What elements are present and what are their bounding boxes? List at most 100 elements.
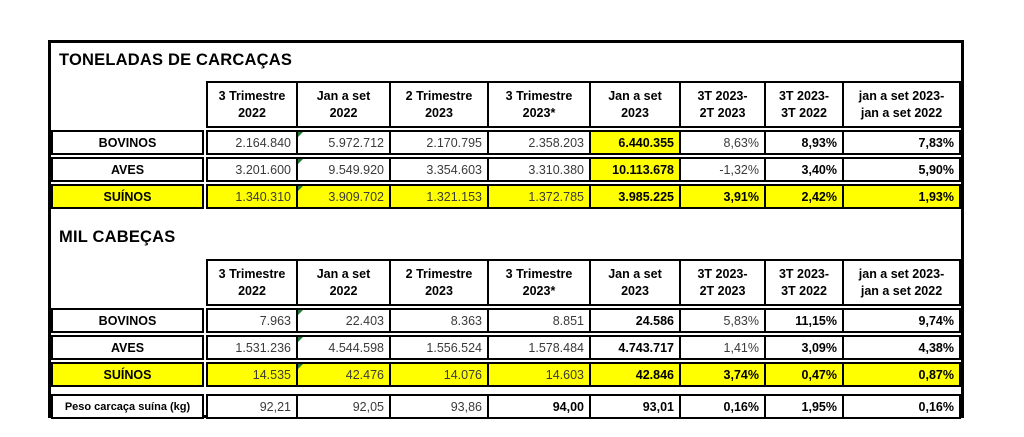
data-cell: 2.164.840	[208, 132, 298, 153]
column-header-line1: 2 Trimestre	[405, 88, 473, 103]
data-cell: 4.743.717	[591, 337, 681, 358]
column-header-row: 3 Trimestre 2022 Jan a set 2022 2 Trimestre 2…	[51, 259, 961, 306]
row-cells: 14.535 42.476 14.076 14.603 42.846 3,74% 0,47%…	[206, 362, 961, 387]
column-header: 3T 2023- 2T 2023	[681, 83, 766, 126]
column-header-line2: 2023*	[522, 283, 556, 298]
column-header: 3T 2023- 3T 2022	[766, 83, 844, 126]
data-cell: 3,09%	[766, 337, 844, 358]
cell-value: 2,42%	[801, 189, 837, 204]
column-header-line2: 2022	[238, 105, 266, 120]
column-header-box: 3 Trimestre 2022 Jan a set 2022 2 Trimestre 2…	[206, 259, 961, 306]
column-header-line1: jan a set 2023-	[858, 266, 945, 281]
data-cell: 9,74%	[844, 310, 959, 331]
data-cell: 1,95%	[766, 396, 844, 417]
row-label: SUÍNOS	[51, 362, 204, 387]
cell-value: 0,16%	[918, 399, 954, 414]
column-header-line2: 2023	[621, 283, 649, 298]
cell-value: 0,47%	[801, 367, 837, 382]
row-label: SUÍNOS	[51, 184, 204, 209]
column-header-box: 3 Trimestre 2022 Jan a set 2022 2 Trimestre 2…	[206, 81, 961, 128]
cell-value: 4.743.717	[618, 340, 674, 355]
column-header-line1: 3T 2023-	[778, 266, 830, 281]
data-cell: 5,83%	[681, 310, 766, 331]
data-cell: 92,21	[208, 396, 298, 417]
data-cell: 4.544.598	[298, 337, 391, 358]
formula-flag-icon	[298, 186, 303, 191]
data-cell: 93,86	[391, 396, 489, 417]
cell-value: 2.358.203	[528, 135, 584, 150]
cell-value: 3.310.380	[528, 162, 584, 177]
column-header-line2: jan a set 2022	[860, 283, 943, 298]
data-cell: 3.310.380	[489, 159, 591, 180]
column-header: Jan a set 2022	[298, 261, 391, 304]
column-header-line1: Jan a set	[608, 88, 662, 103]
formula-flag-icon	[298, 337, 303, 342]
data-cell: 0,87%	[844, 364, 959, 385]
column-header-line2: 3T 2022	[781, 105, 827, 120]
data-cell: 14.535	[208, 364, 298, 385]
data-cell: 5.972.712	[298, 132, 391, 153]
row-cells: 2.164.840 5.972.712 2.170.795 2.358.203 6.44…	[206, 130, 961, 155]
cell-value: 1,41%	[723, 340, 759, 355]
column-header-line1: Jan a set	[608, 266, 662, 281]
cell-value: 3,40%	[801, 162, 837, 177]
row-label: AVES	[51, 157, 204, 182]
data-cell: 8,63%	[681, 132, 766, 153]
data-cell: 1.340.310	[208, 186, 298, 207]
cell-value: 1.340.310	[235, 189, 291, 204]
cell-value: 1.578.484	[528, 340, 584, 355]
data-cell: 92,05	[298, 396, 391, 417]
data-cell: 7,83%	[844, 132, 959, 153]
cell-value: 9,74%	[918, 313, 954, 328]
table-row: SUÍNOS 1.340.310 3.909.702 1.321.153 1.372.7…	[51, 184, 961, 209]
cell-value: 8.363	[450, 313, 482, 328]
cell-value: 5,90%	[918, 162, 954, 177]
column-header-line1: 3T 2023-	[697, 88, 748, 103]
cell-value: 1,93%	[918, 189, 954, 204]
column-header-line2: 2023	[425, 283, 453, 298]
section-title-mil-cabecas: MIL CABEÇAS	[59, 228, 176, 246]
column-header-line2: 2023	[425, 105, 453, 120]
data-cell: 1.578.484	[489, 337, 591, 358]
mil-cabecas-table: 3 Trimestre 2022 Jan a set 2022 2 Trimestre 2…	[51, 259, 961, 387]
column-header-line1: 3 Trimestre	[218, 88, 286, 103]
cell-value: 42.846	[635, 367, 674, 382]
cell-value: 8.851	[552, 313, 584, 328]
data-cell: 0,16%	[844, 396, 959, 417]
cell-value: 3,09%	[801, 340, 837, 355]
peso-carcaca-suina-table: Peso carcaça suína (kg) 92,21 92,05 93,86 94…	[51, 394, 961, 419]
data-cell: 3.909.702	[298, 186, 391, 207]
cell-value: 3.985.225	[618, 189, 674, 204]
table-row: BOVINOS 2.164.840 5.972.712 2.170.795 2.358.…	[51, 130, 961, 155]
cell-value: 7.963	[259, 313, 291, 328]
data-cell: 0,47%	[766, 364, 844, 385]
cell-value: 93,01	[642, 399, 674, 414]
data-cell: 3.354.603	[391, 159, 489, 180]
column-header-line1: 3 Trimestre	[505, 88, 573, 103]
cell-value: -1,32%	[719, 162, 759, 177]
cell-value: 92,05	[352, 399, 384, 414]
cell-value: 2.164.840	[235, 135, 291, 150]
cell-value: 4.544.598	[328, 340, 384, 355]
data-cell: 8.851	[489, 310, 591, 331]
column-header-line1: jan a set 2023-	[858, 88, 945, 103]
cell-value: 1.531.236	[235, 340, 291, 355]
cell-value: 92,21	[259, 399, 291, 414]
column-header-line2: 2023	[621, 105, 649, 120]
data-cell: 5,90%	[844, 159, 959, 180]
cell-value: 3.909.702	[328, 189, 384, 204]
data-cell: 8,93%	[766, 132, 844, 153]
table-row: AVES 3.201.600 9.549.920 3.354.603 3.310.380…	[51, 157, 961, 182]
data-cell: -1,32%	[681, 159, 766, 180]
cell-value: 3,74%	[723, 367, 759, 382]
column-header: Jan a set 2023	[591, 261, 681, 304]
formula-flag-icon	[298, 132, 303, 137]
column-header: 3T 2023- 3T 2022	[766, 261, 844, 304]
data-cell: 3.201.600	[208, 159, 298, 180]
data-cell: 2,42%	[766, 186, 844, 207]
cell-value: 0,87%	[918, 367, 954, 382]
data-cell: 11,15%	[766, 310, 844, 331]
data-cell: 93,01	[591, 396, 681, 417]
column-header: Jan a set 2022	[298, 83, 391, 126]
cell-value: 1.321.153	[426, 189, 482, 204]
